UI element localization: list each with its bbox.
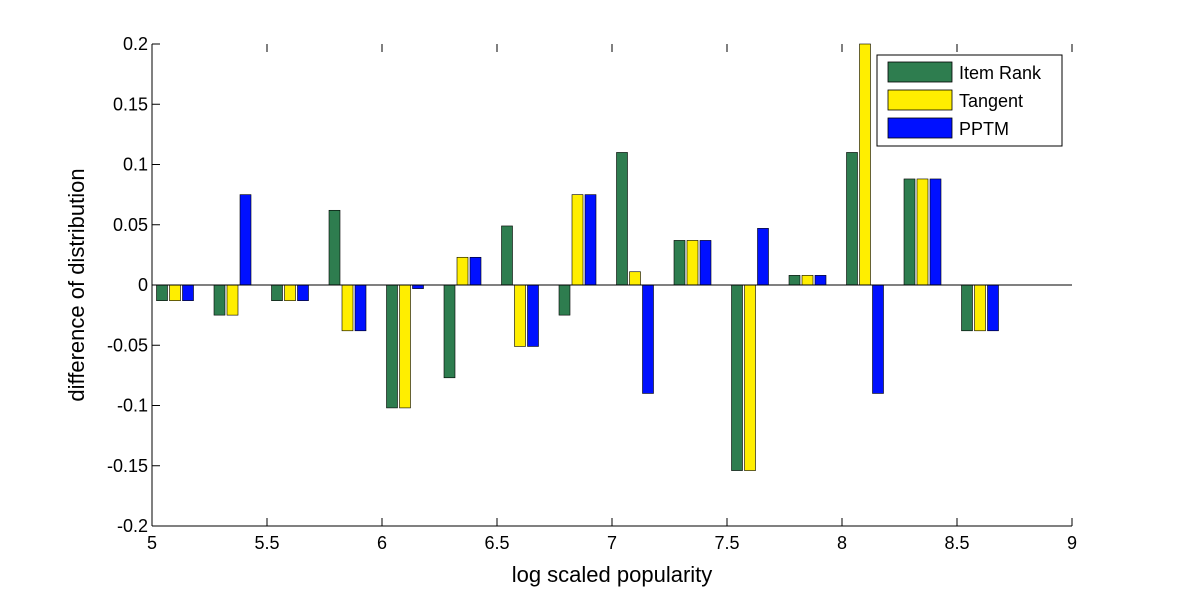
bar-pptm [527,284,539,347]
bar-tangent [284,284,296,301]
bar-tangent [629,271,641,286]
x-tick-label: 5.5 [254,533,279,553]
x-tick-label: 8.5 [944,533,969,553]
x-tick-label: 7 [607,533,617,553]
legend-swatch [887,89,953,111]
bar-pptm [699,240,712,286]
bar-item-rank [673,240,686,286]
y-tick-label: -0.2 [117,516,148,536]
bar-tangent [514,284,526,347]
bar-item-rank [443,284,456,379]
y-tick-label: -0.1 [117,396,148,416]
x-tick-label: 8 [837,533,847,553]
bar-pptm [239,194,252,286]
bar-tangent [974,284,986,332]
bar-pptm [182,284,194,301]
y-axis-title: difference of distribution [64,168,89,401]
bar-pptm [412,284,424,289]
bar-item-rank [903,178,916,286]
x-tick-label: 6 [377,533,387,553]
bar-pptm [872,284,884,394]
bar-pptm [757,228,769,286]
legend-swatch [887,117,953,139]
bar-pptm [584,194,597,286]
bar-tangent [859,43,871,286]
x-tick-label: 6.5 [484,533,509,553]
bar-tangent [744,284,756,471]
bar-tangent [916,178,929,286]
y-tick-label: 0.1 [123,155,148,175]
bar-pptm [642,284,654,394]
y-tick-label: 0 [138,275,148,295]
bar-item-rank [961,284,973,332]
x-axis-title: log scaled popularity [512,562,713,587]
y-ticks-group: -0.2 -0.15 -0.1 -0.05 0 0.05 0.1 0.15 0.2 [107,34,160,536]
bar-item-rank [271,284,283,301]
bar-item-rank [616,152,628,286]
bar-item-rank [846,152,858,286]
x-tick-label: 5 [147,533,157,553]
bar-tangent [226,284,239,316]
bar-tangent [686,240,699,286]
bar-pptm [469,256,482,286]
legend: Item Rank Tangent PPTM [876,54,1063,147]
bar-tangent [399,284,411,409]
y-tick-label: -0.05 [107,335,148,355]
bar-tangent [801,275,814,286]
x-ticks-group: 5 5.5 6 6.5 7 7.5 8 8.5 9 [147,44,1077,553]
bar-item-rank [156,284,168,301]
bar-tangent [571,194,584,286]
bar-tangent [456,256,469,286]
x-tick-label: 9 [1067,533,1077,553]
bar-item-rank [558,284,571,316]
y-tick-label: 0.15 [113,94,148,114]
bar-tangent [169,284,181,301]
y-tick-label: 0.2 [123,34,148,54]
bar-tangent [341,284,354,332]
bar-pptm [987,284,999,332]
bar-pptm [929,178,942,286]
bar-pptm [354,284,367,332]
legend-label: Tangent [959,91,1023,111]
legend-label: PPTM [959,119,1009,139]
y-tick-label: -0.15 [107,456,148,476]
x-tick-label: 7.5 [714,533,739,553]
bar-item-rank [501,225,513,286]
bar-item-rank [386,284,398,409]
bar-item-rank [328,209,341,286]
legend-swatch [887,61,953,83]
bar-item-rank [788,275,801,286]
bar-item-rank [213,284,226,316]
y-tick-label: 0.05 [113,215,148,235]
bar-pptm [814,275,827,286]
bar-item-rank [731,284,743,471]
legend-label: Item Rank [959,63,1042,83]
bar-pptm [297,284,309,301]
bars-group [156,43,999,471]
